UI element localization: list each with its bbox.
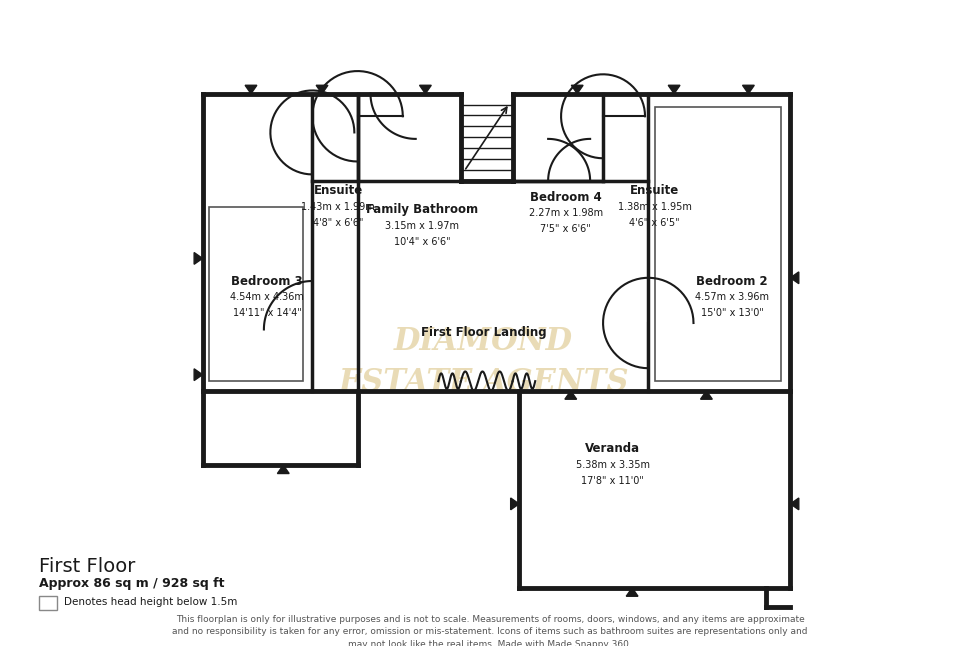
Polygon shape — [194, 253, 203, 264]
Text: 1.38m x 1.95m: 1.38m x 1.95m — [617, 202, 692, 212]
Text: 1.43m x 1.99m: 1.43m x 1.99m — [301, 202, 375, 212]
Text: 4.57m x 3.96m: 4.57m x 3.96m — [695, 292, 769, 302]
Polygon shape — [791, 272, 799, 284]
Text: 5.38m x 3.35m: 5.38m x 3.35m — [575, 460, 650, 470]
Text: 3.15m x 1.97m: 3.15m x 1.97m — [385, 221, 460, 231]
Polygon shape — [194, 369, 203, 380]
Text: 2.27m x 1.98m: 2.27m x 1.98m — [528, 208, 603, 218]
Polygon shape — [571, 85, 583, 94]
Text: Ensuite: Ensuite — [314, 184, 363, 197]
Text: Bedroom 3: Bedroom 3 — [231, 275, 303, 287]
Text: 4'6" x 6'5": 4'6" x 6'5" — [629, 218, 680, 228]
Text: Bedroom 2: Bedroom 2 — [697, 275, 768, 287]
Text: This floorplan is only for illustrative purposes and is not to scale. Measuremen: This floorplan is only for illustrative … — [172, 615, 808, 646]
Polygon shape — [245, 85, 257, 94]
Text: First Floor Landing: First Floor Landing — [420, 326, 547, 339]
Text: Bedroom 4: Bedroom 4 — [530, 191, 602, 203]
Bar — [209, 207, 303, 381]
Text: Family Bathroom: Family Bathroom — [367, 203, 478, 216]
Text: DIAMOND
ESTATE AGENTS: DIAMOND ESTATE AGENTS — [338, 326, 629, 397]
Polygon shape — [701, 391, 712, 399]
Text: 10'4" x 6'6": 10'4" x 6'6" — [394, 237, 451, 247]
Text: 4'8" x 6'6": 4'8" x 6'6" — [313, 218, 364, 228]
Polygon shape — [668, 85, 680, 94]
Polygon shape — [511, 498, 519, 510]
Text: Denotes head height below 1.5m: Denotes head height below 1.5m — [64, 598, 237, 607]
Polygon shape — [791, 498, 799, 510]
Bar — [655, 107, 781, 381]
Polygon shape — [743, 85, 755, 94]
Text: 17'8" x 11'0": 17'8" x 11'0" — [581, 476, 644, 486]
Polygon shape — [277, 465, 289, 474]
Text: Ensuite: Ensuite — [630, 184, 679, 197]
Text: Veranda: Veranda — [585, 443, 640, 455]
Text: Approx 86 sq m / 928 sq ft: Approx 86 sq m / 928 sq ft — [39, 577, 224, 590]
Polygon shape — [317, 85, 328, 94]
Text: First Floor: First Floor — [39, 557, 135, 576]
Text: 7'5" x 6'6": 7'5" x 6'6" — [540, 224, 591, 234]
Text: 4.54m x 4.36m: 4.54m x 4.36m — [230, 292, 304, 302]
Text: 15'0" x 13'0": 15'0" x 13'0" — [701, 308, 763, 318]
Polygon shape — [419, 85, 431, 94]
Text: 14'11" x 14'4": 14'11" x 14'4" — [232, 308, 302, 318]
Polygon shape — [626, 588, 638, 596]
Polygon shape — [564, 391, 576, 399]
